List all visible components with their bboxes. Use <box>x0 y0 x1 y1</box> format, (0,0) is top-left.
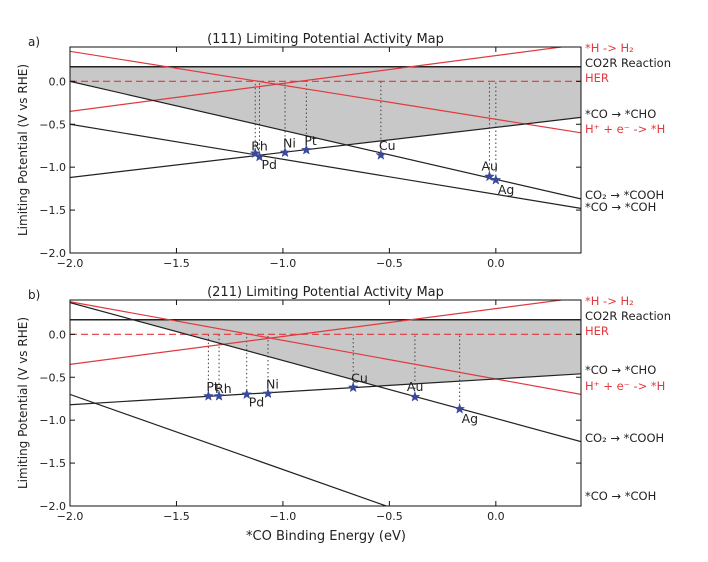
marker-cu <box>375 149 387 160</box>
x-axis-label: *CO Binding Energy (eV) <box>246 529 406 544</box>
right-label--co-coh: *CO → *COH <box>585 200 656 214</box>
marker-label-pt: Pt <box>206 379 219 394</box>
right-label-h-e-h: H⁺ + e⁻ -> *H <box>585 379 665 393</box>
right-label--h-h-: *H -> H₂ <box>585 41 634 55</box>
marker-ag <box>490 174 502 185</box>
series-line--h-h- <box>70 300 566 365</box>
y-tick-label: −1.0 <box>39 161 66 174</box>
y-tick-label: −2.0 <box>39 500 66 513</box>
right-label--h-h-: *H -> H₂ <box>585 294 634 308</box>
marker-label-cu: Cu <box>351 371 368 386</box>
series-line--co-coh <box>70 393 389 506</box>
right-label-her: HER <box>585 324 609 338</box>
series-line--h-h- <box>70 47 566 112</box>
y-tick-label: −1.5 <box>39 457 66 470</box>
marker-pd <box>241 388 253 400</box>
marker-label-au: Au <box>481 159 497 174</box>
y-axis-label: Limiting Potential (V vs RHE) <box>16 64 30 236</box>
marker-cu <box>347 381 359 393</box>
y-axis-label: Limiting Potential (V vs RHE) <box>16 317 30 489</box>
chart-title: (211) Limiting Potential Activity Map <box>207 285 444 300</box>
x-tick-label: −2.0 <box>57 257 84 270</box>
right-label-co-cooh: CO₂ → *COOH <box>585 431 664 445</box>
marker-label-ag: Ag <box>462 411 479 426</box>
right-label-co-cooh: CO₂ → *COOH <box>585 188 664 202</box>
marker-pd <box>254 151 265 162</box>
y-tick-label: −1.0 <box>39 414 66 427</box>
right-label--co-cho: *CO → *CHO <box>585 363 656 377</box>
chart-title: (111) Limiting Potential Activity Map <box>207 32 444 47</box>
series-line-co-cooh <box>70 301 581 443</box>
x-tick-label: −0.5 <box>376 510 403 523</box>
right-label-h-e-h: H⁺ + e⁻ -> *H <box>585 122 665 136</box>
y-tick-label: 0.0 <box>49 75 67 88</box>
marker-label-pd: Pd <box>261 157 276 172</box>
right-label-co2r-reaction: CO2R Reaction <box>585 56 671 70</box>
right-label--co-coh: *CO → *COH <box>585 489 656 503</box>
x-tick-label: −0.5 <box>376 257 403 270</box>
x-tick-label: −1.5 <box>163 510 190 523</box>
series-line--co-cho <box>70 373 581 406</box>
axes-frame <box>69 299 582 507</box>
axes-frame <box>69 46 582 254</box>
right-label-her: HER <box>585 71 609 85</box>
x-tick-label: −1.0 <box>270 510 297 523</box>
marker-pt <box>300 144 312 155</box>
marker-label-ni: Ni <box>283 136 296 151</box>
marker-label-cu: Cu <box>379 138 396 153</box>
marker-label-au: Au <box>407 379 423 394</box>
marker-ni <box>279 146 291 158</box>
marker-label-ni: Ni <box>266 377 279 392</box>
marker-label-pd: Pd <box>249 394 264 409</box>
y-tick-label: −0.5 <box>39 371 66 384</box>
y-tick-label: −1.5 <box>39 204 66 217</box>
y-tick-label: −0.5 <box>39 118 66 131</box>
y-tick-label: 0.0 <box>49 328 67 341</box>
shaded-activity-region <box>70 66 581 145</box>
panel-label: a) <box>28 35 40 49</box>
series-line--co-coh <box>70 123 581 209</box>
marker-ag <box>454 403 466 414</box>
y-tick-label: −2.0 <box>39 247 66 260</box>
marker-label-rh: Rh <box>251 138 268 153</box>
marker-label-ag: Ag <box>498 182 515 197</box>
series-line--co-cho <box>70 116 581 179</box>
series-line-h-e-h <box>70 50 581 134</box>
plot-area <box>70 47 581 209</box>
x-tick-label: −1.0 <box>270 257 297 270</box>
shaded-activity-region <box>70 319 581 386</box>
x-tick-label: 0.0 <box>487 510 505 523</box>
right-label-co2r-reaction: CO2R Reaction <box>585 309 671 323</box>
marker-rh <box>213 390 225 401</box>
right-label--co-cho: *CO → *CHO <box>585 107 656 121</box>
marker-ni <box>262 387 274 399</box>
marker-label-rh: Rh <box>215 381 232 396</box>
plot-area <box>70 300 581 506</box>
marker-au <box>484 170 495 182</box>
panel-label: b) <box>28 288 40 302</box>
marker-au <box>409 391 421 402</box>
x-tick-label: −2.0 <box>57 510 84 523</box>
x-tick-label: −1.5 <box>163 257 190 270</box>
marker-label-pt: Pt <box>304 133 317 148</box>
x-tick-label: 0.0 <box>487 257 505 270</box>
marker-pt <box>202 390 214 401</box>
